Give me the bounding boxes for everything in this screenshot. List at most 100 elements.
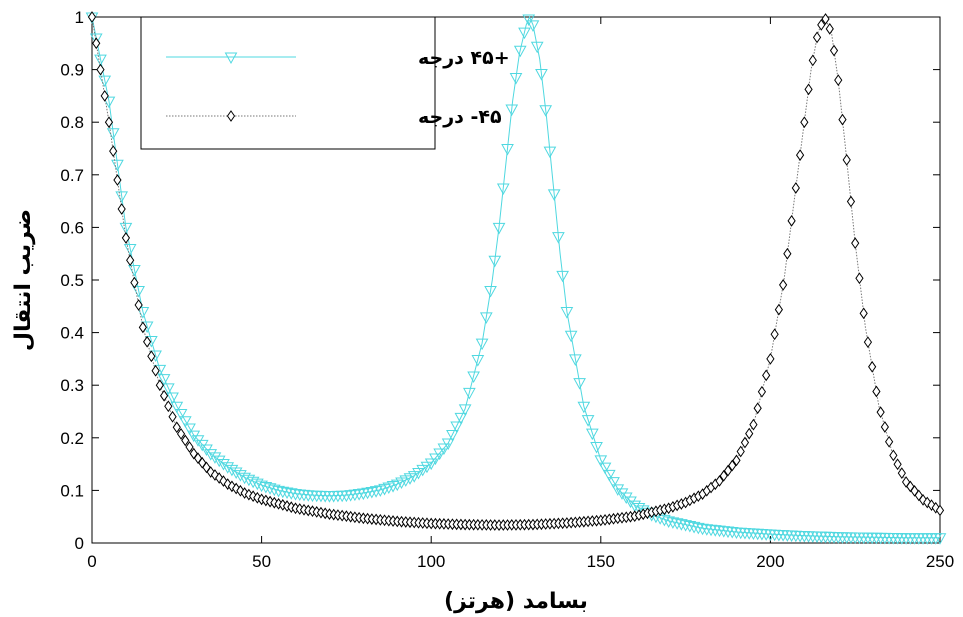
series-2-point: [859, 307, 868, 320]
series-1-point: [658, 514, 671, 527]
series-1-point: [128, 264, 141, 277]
series-1-point: [166, 392, 179, 405]
series-1-point: [598, 462, 612, 475]
series-1-point: [170, 401, 184, 414]
series-1-point: [471, 355, 485, 367]
series-1-point: [98, 75, 112, 88]
series-2-point: [117, 203, 126, 215]
series-1-point: [246, 476, 260, 489]
series-1-point: [526, 20, 540, 32]
series-2-point: [719, 469, 728, 482]
series-2-point: [829, 44, 839, 57]
series-2-point: [749, 418, 758, 431]
series-1-point: [183, 423, 196, 435]
y-tick-label: 0.1: [60, 481, 84, 500]
legend-label-2: ۴۵- درجه: [418, 106, 502, 128]
x-tick-label: 50: [252, 552, 271, 571]
series-1-point: [607, 477, 620, 489]
series-2-point: [770, 328, 779, 341]
x-tick-label: 150: [587, 552, 615, 571]
series-1-point: [212, 455, 226, 468]
series-2-point: [155, 379, 164, 392]
series-1-point: [437, 443, 451, 456]
series-1-point: [123, 243, 137, 256]
series-2-point: [893, 458, 902, 471]
series-2-point: [96, 63, 105, 76]
series-1-point: [484, 286, 497, 298]
series-1-point: [518, 27, 531, 40]
series-1-point: [530, 41, 544, 54]
legend: +۴۵ درجه ۴۵- درجه: [140, 16, 510, 150]
series-2-point: [715, 475, 724, 487]
series-1-point: [467, 371, 480, 384]
series-1-point: [535, 69, 548, 81]
series-2-point: [779, 279, 788, 291]
series-1-point: [505, 104, 519, 117]
series-1-point: [670, 518, 684, 530]
series-2-point: [100, 90, 109, 102]
series-1-point: [662, 516, 675, 528]
series-2-point: [762, 369, 771, 382]
series-1-point: [509, 72, 523, 85]
series-2-point: [130, 276, 139, 289]
x-axis-title: بسامد (هرتز): [444, 589, 588, 614]
series-2-point: [846, 195, 856, 208]
series-1-point: [454, 412, 468, 425]
series-2-point: [880, 421, 889, 433]
series-1-point: [259, 481, 273, 494]
series-1-point: [450, 421, 463, 434]
legend-marker-1: [224, 52, 238, 65]
series-2-point: [800, 116, 809, 129]
series-1-point: [492, 222, 506, 235]
series-1-point: [547, 189, 561, 201]
series-1-point: [585, 428, 599, 441]
series-1-point: [691, 522, 705, 535]
series-1-point: [284, 488, 298, 500]
x-tick-label: 200: [756, 552, 784, 571]
series-2-point: [783, 247, 792, 260]
series-1-point: [94, 54, 107, 67]
series-1-point: [424, 458, 438, 471]
series-2-point: [164, 400, 173, 413]
series-1-point: [687, 521, 701, 534]
series-2-point: [825, 22, 834, 35]
series-2-point: [92, 37, 101, 50]
series-1-point: [157, 374, 171, 386]
series-1-point: [276, 486, 290, 499]
series-1-point: [178, 416, 192, 428]
series-1-point: [543, 146, 557, 159]
series-2-point: [766, 353, 775, 365]
series-2-point: [740, 436, 750, 449]
series-1-point: [255, 480, 268, 493]
series-1-point: [119, 222, 133, 235]
series-1-point: [272, 485, 285, 498]
legend-label-1: +۴۵ درجه: [418, 47, 510, 69]
series-1-point: [267, 484, 281, 497]
axis-ticks: 0 50 100 150 200 250 0 0.1 0.2 0.3 0.4 0.5 0.6 0.7 0.8…: [60, 8, 954, 571]
series-2-point: [838, 113, 847, 126]
y-tick-label: 0.2: [60, 429, 84, 448]
series-2-point: [185, 441, 194, 453]
series-2-point: [804, 83, 813, 96]
series-1-point: [475, 338, 489, 351]
series-2-point: [134, 299, 143, 311]
series-2-point: [774, 303, 783, 316]
series-1-point: [564, 330, 578, 343]
series-2: [87, 11, 945, 531]
series-1-point: [340, 490, 353, 503]
series-1-point: [619, 492, 633, 505]
y-tick-label: 0.7: [60, 166, 84, 185]
series-2-point: [126, 254, 135, 267]
series-2-point: [787, 214, 796, 227]
series-1-point: [581, 415, 595, 427]
series-2-point: [104, 116, 114, 129]
series-2-point: [851, 237, 860, 250]
series-2-point: [109, 145, 118, 158]
series-1-point: [679, 520, 692, 532]
series-1-point: [933, 533, 947, 545]
series-1-point: [251, 478, 264, 491]
series-1-point: [115, 191, 129, 203]
series-1-point: [89, 33, 103, 46]
series-2-point: [121, 232, 131, 244]
